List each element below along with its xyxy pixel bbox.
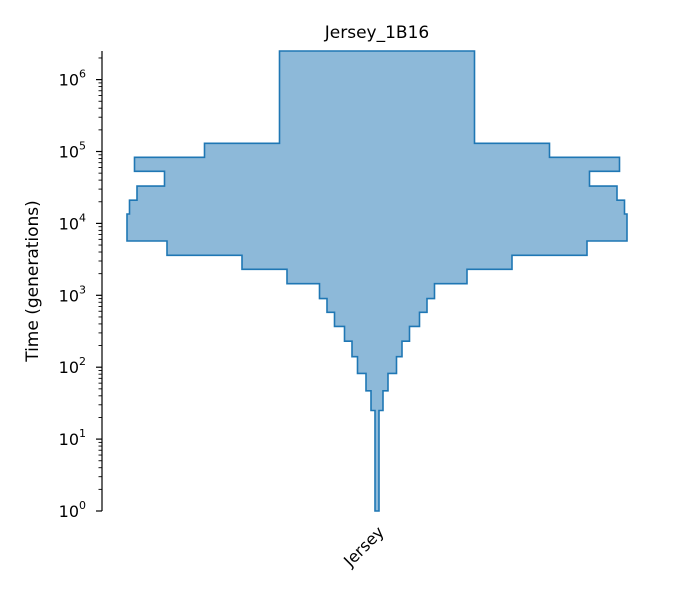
y-tick-exponent: 0 (79, 499, 86, 512)
x-tick-label: Jersey (339, 522, 388, 571)
bottleneck-area-jersey (126, 50, 628, 512)
y-tick-exponent: 1 (79, 427, 86, 440)
x-axis-ticks: Jersey (339, 522, 388, 571)
y-tick-exponent: 5 (79, 140, 86, 153)
y-tick-label: 104 (59, 211, 86, 233)
y-tick-exponent: 4 (79, 211, 86, 224)
y-axis-label: Time (generations) (23, 200, 43, 363)
y-tick-label: 106 (59, 68, 86, 90)
y-tick-label: 100 (59, 499, 86, 521)
plot-area (126, 50, 628, 512)
y-tick-label: 103 (59, 283, 86, 305)
y-tick-label: 105 (59, 140, 86, 162)
y-tick-exponent: 2 (79, 355, 86, 368)
y-tick-exponent: 6 (79, 68, 86, 81)
chart-title: Jersey_1B16 (324, 23, 429, 43)
y-tick-label: 102 (59, 355, 86, 377)
y-tick-label: 101 (59, 427, 86, 449)
y-tick-exponent: 3 (79, 283, 86, 296)
